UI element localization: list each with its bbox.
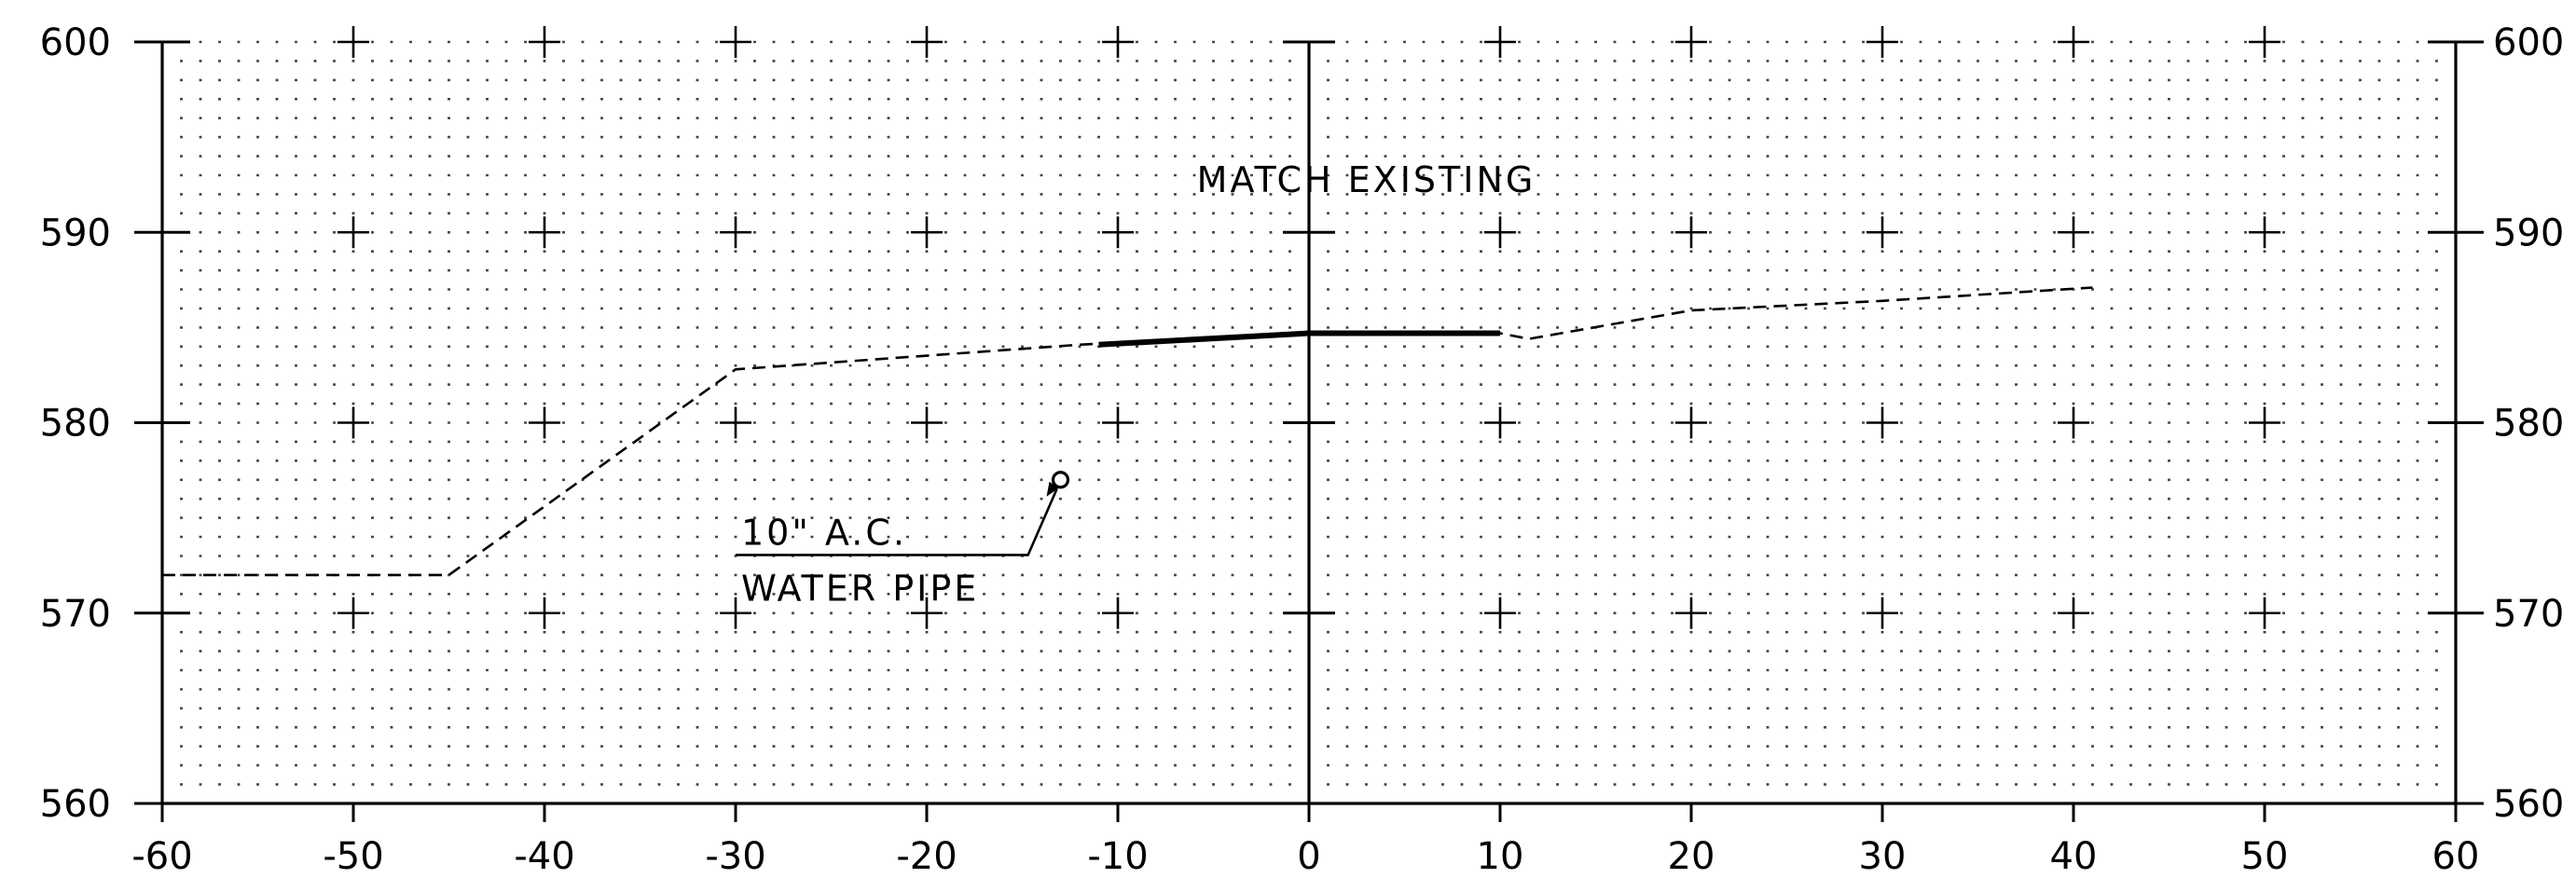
y-tick-label-left: 600 bbox=[40, 21, 111, 64]
axis-ticks bbox=[134, 40, 2484, 822]
x-tick-label: 0 bbox=[1297, 835, 1320, 878]
annotations: MATCH EXISTING 10" A.C. WATER PIPE bbox=[736, 159, 1536, 609]
x-tick-label: 40 bbox=[2050, 835, 2098, 878]
y-tick-label-right: 570 bbox=[2493, 593, 2564, 636]
existing-ground-line bbox=[162, 286, 2093, 577]
x-tick-label: -30 bbox=[705, 835, 765, 878]
x-tick-label: -40 bbox=[514, 835, 574, 878]
y-tick-label-right: 580 bbox=[2493, 403, 2564, 446]
x-tick-label: 10 bbox=[1477, 835, 1524, 878]
y-tick-label-left: 580 bbox=[40, 403, 111, 446]
x-tick-label: 60 bbox=[2432, 835, 2480, 878]
proposed-grade-line bbox=[1098, 330, 1500, 348]
x-tick-label: -10 bbox=[1087, 835, 1148, 878]
y-tick-label-right: 560 bbox=[2493, 783, 2564, 826]
y-tick-label-left: 570 bbox=[40, 593, 111, 636]
x-tick-label: -60 bbox=[131, 835, 192, 878]
x-tick-label: 50 bbox=[2241, 835, 2289, 878]
y-tick-label-right: 600 bbox=[2493, 21, 2564, 64]
y-tick-label-right: 590 bbox=[2493, 212, 2564, 254]
leader-arrowhead bbox=[1046, 481, 1059, 497]
x-tick-label: 30 bbox=[1859, 835, 1907, 878]
series-group bbox=[162, 286, 2093, 577]
leader-line bbox=[736, 488, 1058, 556]
y-tick-label-left: 560 bbox=[40, 783, 111, 826]
grid-crosses bbox=[337, 26, 2280, 629]
x-tick-label: -50 bbox=[323, 835, 383, 878]
y-tick-label-left: 590 bbox=[40, 212, 111, 254]
water-pipe-marker bbox=[1051, 471, 1070, 489]
pipe-label-line2: WATER PIPE bbox=[741, 568, 979, 609]
match-existing-label: MATCH EXISTING bbox=[1197, 159, 1536, 200]
pipe-label-line1: 10" A.C. bbox=[741, 512, 907, 553]
x-tick-label: 20 bbox=[1668, 835, 1715, 878]
x-tick-label: -20 bbox=[896, 835, 957, 878]
